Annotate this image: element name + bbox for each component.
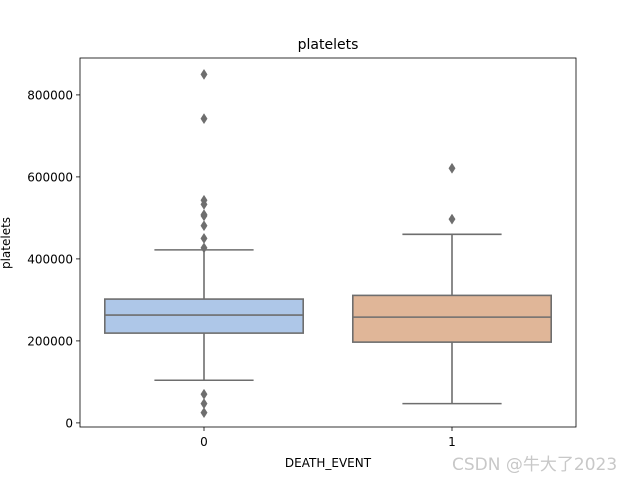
- y-tick-label: 600000: [27, 170, 73, 184]
- outlier-point: [200, 113, 208, 125]
- outlier-point: [200, 388, 208, 400]
- x-axis-label: DEATH_EVENT: [285, 456, 372, 470]
- watermark: CSDN @牛大了2023: [452, 455, 618, 475]
- outlier-point: [200, 220, 208, 232]
- x-tick-label: 1: [448, 435, 456, 449]
- y-tick-label: 800000: [27, 88, 73, 102]
- chart-title: platelets: [298, 37, 359, 53]
- y-tick-label: 0: [65, 416, 73, 430]
- outlier-point: [200, 194, 208, 206]
- outlier-point: [200, 209, 208, 221]
- outlier-point: [200, 68, 208, 80]
- outlier-point: [200, 242, 208, 254]
- x-tick-label: 0: [200, 435, 208, 449]
- y-axis: 0 200000 400000 600000 800000: [27, 88, 80, 430]
- outlier-point: [200, 398, 208, 410]
- y-axis-label: platelets: [0, 217, 13, 269]
- plot-area: [79, 57, 577, 428]
- y-tick-label: 200000: [27, 334, 73, 348]
- iqr-box: [104, 298, 304, 334]
- outlier-point: [200, 232, 208, 244]
- iqr-box: [351, 294, 552, 343]
- outlier-point: [448, 162, 456, 174]
- outlier-point: [448, 213, 456, 225]
- box-group-1: [351, 162, 552, 405]
- boxes-group: [104, 68, 552, 419]
- box-group-0: [104, 68, 304, 419]
- outlier-point: [200, 407, 208, 419]
- y-tick-label: 400000: [27, 252, 73, 266]
